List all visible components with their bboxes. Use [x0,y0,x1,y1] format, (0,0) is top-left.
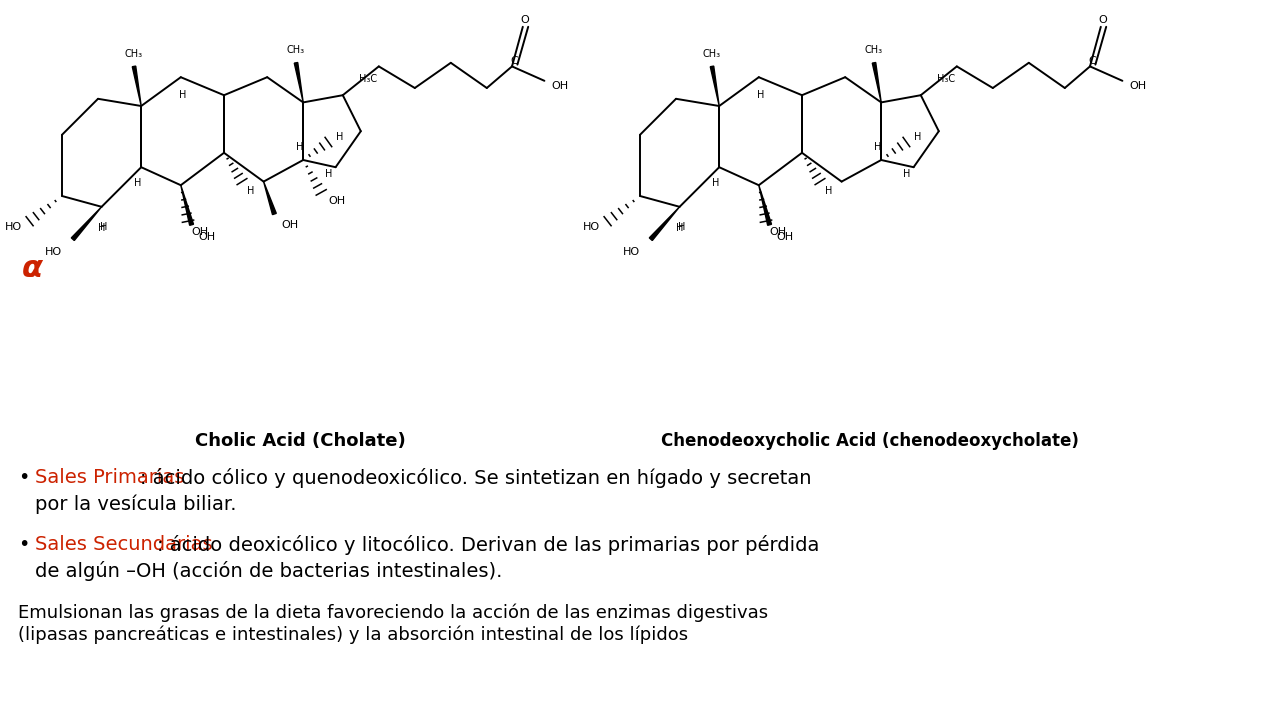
Polygon shape [132,66,141,106]
Text: C: C [509,56,517,66]
Polygon shape [72,207,101,240]
Text: HO: HO [584,222,600,232]
Text: H: H [247,186,255,196]
Text: CH₃: CH₃ [703,49,721,59]
Text: : ácido deoxicólico y litocólico. Derivan de las primarias por pérdida: : ácido deoxicólico y litocólico. Deriva… [157,535,819,555]
Text: H: H [335,132,343,142]
Text: CH₃: CH₃ [125,49,143,59]
Text: Sales Secundarias: Sales Secundarias [35,535,212,554]
Text: H: H [134,179,141,189]
Text: H: H [676,223,684,233]
Text: C: C [1088,56,1096,66]
Polygon shape [710,66,719,106]
Text: O: O [520,14,529,24]
Text: Cholic Acid (Cholate): Cholic Acid (Cholate) [195,432,406,450]
Text: OH: OH [552,81,568,91]
Text: : ácido cólico y quenodeoxicólico. Se sintetizan en hígado y secretan: : ácido cólico y quenodeoxicólico. Se si… [140,468,812,488]
Polygon shape [180,185,193,225]
Text: OH: OH [329,197,346,207]
Text: OH: OH [192,227,209,237]
Polygon shape [294,63,303,102]
Text: O: O [1098,14,1107,24]
Text: •: • [18,468,29,487]
Polygon shape [759,185,772,225]
Text: α: α [22,253,44,282]
Polygon shape [264,181,276,215]
Text: de algún –OH (acción de bacterias intestinales).: de algún –OH (acción de bacterias intest… [35,561,502,581]
Text: por la vesícula biliar.: por la vesícula biliar. [35,494,237,513]
Polygon shape [872,63,881,102]
Text: (lipasas pancreáticas e intestinales) y la absorción intestinal de los lípidos: (lipasas pancreáticas e intestinales) y … [18,626,689,644]
Text: OH: OH [1129,81,1147,91]
Text: CH₃: CH₃ [865,45,883,55]
Text: HO: HO [5,222,22,232]
Text: H: H [756,90,764,100]
Text: H: H [325,169,332,179]
Text: H: H [100,222,108,232]
Text: H: H [179,90,187,100]
Text: Sales Primarias: Sales Primarias [35,468,184,487]
Text: Chenodeoxycholic Acid (chenodeoxycholate): Chenodeoxycholic Acid (chenodeoxycholate… [660,432,1079,450]
Text: OH: OH [198,233,216,243]
Text: Emulsionan las grasas de la dieta favoreciendo la acción de las enzimas digestiv: Emulsionan las grasas de la dieta favore… [18,604,768,623]
Text: H: H [914,132,922,142]
Polygon shape [649,207,680,240]
Text: OH: OH [769,227,787,237]
Text: H: H [826,186,833,196]
Text: H: H [97,223,105,233]
Text: H₃C: H₃C [358,74,378,84]
Text: OH: OH [282,220,298,230]
Text: •: • [18,535,29,554]
Text: HO: HO [45,247,61,257]
Text: H: H [902,169,910,179]
Text: CH₃: CH₃ [287,45,305,55]
Text: H₃C: H₃C [937,74,955,84]
Text: H: H [712,179,719,189]
Text: H: H [874,143,882,153]
Text: HO: HO [623,247,640,257]
Text: OH: OH [777,233,794,243]
Text: H: H [296,143,303,153]
Text: H: H [677,222,685,232]
